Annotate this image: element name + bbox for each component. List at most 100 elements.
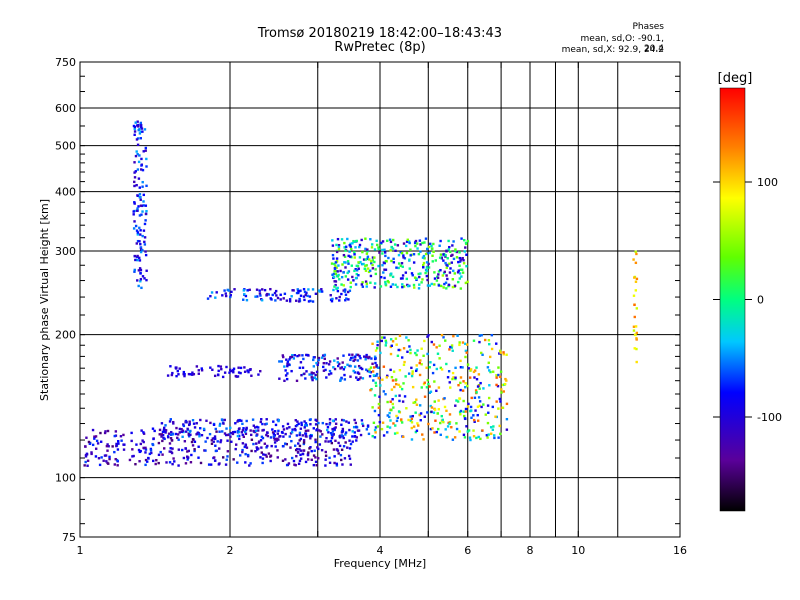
data-point — [254, 429, 258, 432]
data-point — [242, 289, 246, 292]
data-point — [479, 437, 482, 441]
data-point — [278, 435, 281, 438]
x-tick-label: 1 — [77, 544, 84, 557]
data-point — [163, 437, 166, 441]
data-point — [190, 440, 194, 444]
data-point — [435, 346, 438, 349]
data-point — [458, 397, 461, 400]
data-point — [418, 413, 421, 417]
data-point — [233, 430, 237, 434]
data-point — [396, 354, 400, 358]
data-point — [308, 295, 312, 298]
data-point — [374, 357, 377, 360]
data-point — [328, 423, 331, 426]
data-point — [404, 271, 408, 274]
data-point — [320, 356, 324, 359]
data-point — [448, 422, 451, 425]
data-point — [344, 266, 347, 269]
data-point — [398, 394, 401, 397]
data-point — [328, 418, 332, 421]
data-point — [389, 419, 392, 422]
data-point — [161, 433, 165, 437]
data-point — [322, 365, 325, 369]
data-point — [384, 283, 387, 286]
data-point — [108, 455, 111, 459]
data-point — [135, 229, 139, 232]
data-point — [398, 399, 401, 403]
data-point — [398, 334, 402, 338]
data-point — [141, 130, 144, 133]
data-point — [481, 353, 484, 357]
data-point — [304, 460, 308, 464]
data-point — [392, 406, 395, 409]
data-point — [374, 349, 378, 352]
data-point — [458, 277, 462, 280]
data-point — [139, 280, 142, 283]
data-point — [426, 411, 429, 414]
data-point — [90, 452, 93, 456]
data-point — [316, 363, 319, 367]
data-point — [323, 353, 327, 357]
data-point — [357, 267, 360, 270]
data-point — [427, 245, 431, 249]
data-point — [495, 342, 498, 345]
data-point — [214, 459, 217, 462]
data-point — [133, 184, 136, 188]
data-point — [468, 376, 472, 379]
data-point — [335, 462, 339, 465]
data-point — [393, 432, 397, 435]
data-point — [168, 442, 172, 445]
data-point — [376, 343, 379, 347]
data-point — [339, 367, 342, 370]
data-point — [486, 421, 490, 425]
data-point — [331, 244, 335, 247]
data-point — [501, 383, 504, 387]
data-point — [414, 369, 418, 373]
data-point — [400, 387, 404, 391]
data-point — [277, 429, 280, 433]
data-point — [322, 369, 326, 372]
data-point — [221, 456, 225, 459]
data-point — [299, 294, 303, 297]
data-point — [282, 355, 285, 359]
data-point — [274, 423, 278, 427]
data-point — [169, 447, 172, 450]
data-point — [236, 429, 240, 433]
data-point — [310, 434, 313, 438]
data-point — [390, 245, 393, 249]
data-point — [420, 363, 423, 366]
data-point — [237, 371, 241, 374]
data-point — [350, 247, 353, 251]
data-point — [113, 450, 116, 454]
data-point — [340, 423, 343, 426]
data-point — [331, 273, 334, 276]
data-point — [352, 369, 355, 373]
data-point — [386, 279, 390, 283]
data-point — [276, 437, 279, 441]
data-point — [262, 453, 265, 456]
data-point — [164, 429, 168, 432]
data-point — [337, 245, 341, 249]
data-point — [488, 369, 491, 372]
data-point — [106, 449, 109, 452]
data-point — [184, 447, 188, 450]
data-point — [190, 453, 193, 457]
data-point — [257, 429, 260, 432]
data-point — [430, 406, 434, 409]
data-point — [269, 436, 273, 439]
data-point — [198, 435, 201, 438]
data-point — [411, 370, 414, 373]
data-point — [293, 354, 297, 357]
data-point — [384, 341, 388, 344]
data-point — [402, 435, 405, 439]
data-point — [303, 372, 306, 375]
data-point — [137, 205, 140, 208]
data-point — [431, 254, 434, 257]
data-point — [206, 436, 209, 440]
data-point — [368, 375, 372, 378]
data-point — [130, 439, 133, 443]
data-point — [338, 295, 341, 299]
data-point — [347, 254, 350, 258]
data-point — [421, 263, 425, 267]
